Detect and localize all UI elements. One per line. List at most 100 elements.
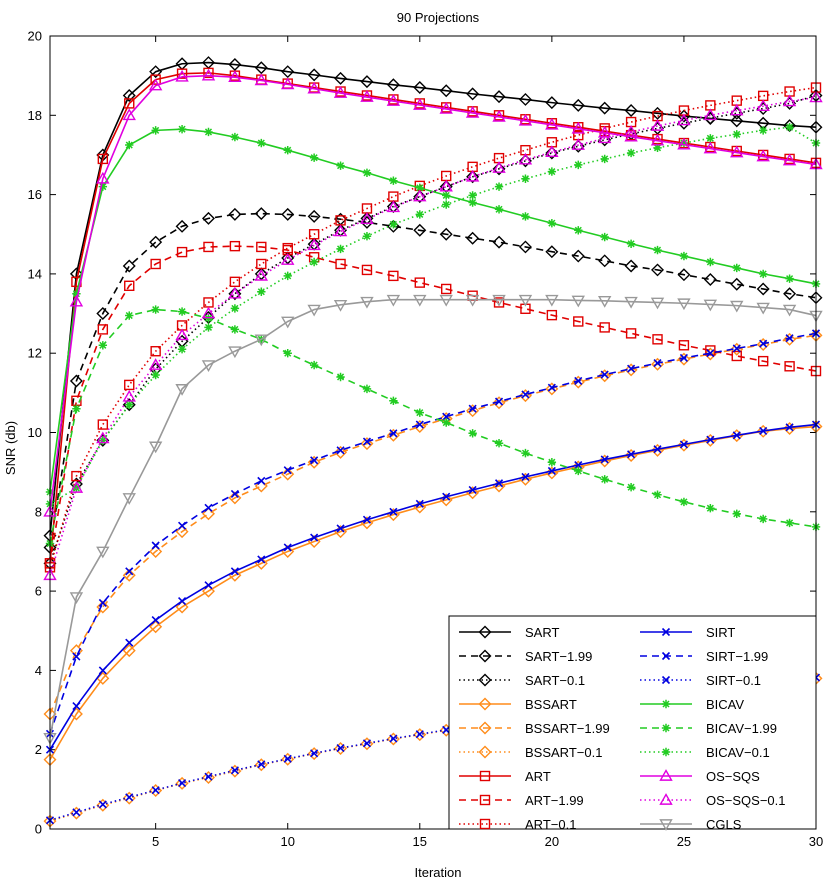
data-point (574, 376, 583, 386)
data-point (362, 515, 372, 524)
data-point (600, 455, 609, 464)
data-point (677, 268, 691, 282)
data-point (307, 209, 321, 223)
data-point (229, 240, 241, 252)
data-point (281, 207, 295, 221)
data-point (334, 742, 348, 756)
data-point (151, 370, 160, 380)
data-point (281, 65, 295, 79)
data-point (69, 592, 84, 604)
data-point (413, 189, 427, 202)
data-point (175, 600, 189, 614)
legend-marker (478, 673, 492, 687)
data-point (72, 808, 81, 817)
data-point (782, 153, 797, 166)
data-point (125, 793, 134, 802)
data-point (307, 304, 321, 317)
data-point (759, 426, 768, 435)
data-point (758, 269, 768, 279)
data-point (650, 297, 665, 310)
legend-entry-11: SIRT−1.99 (640, 649, 768, 664)
data-point (518, 152, 533, 165)
data-point (785, 122, 794, 132)
data-point (124, 280, 135, 291)
data-point (732, 130, 741, 139)
chart-title: 90 Projections (397, 10, 480, 25)
data-point (361, 264, 373, 276)
data-point (653, 359, 662, 368)
data-point (494, 479, 504, 488)
data-point (782, 304, 797, 317)
data-point (178, 521, 187, 530)
data-point (388, 270, 399, 282)
data-point (386, 294, 401, 307)
data-point (204, 503, 213, 512)
data-point (362, 384, 372, 394)
data-point (468, 485, 477, 495)
data-point (732, 344, 741, 353)
data-point (627, 364, 636, 373)
data-point (124, 379, 135, 391)
data-point (465, 106, 480, 118)
data-point (784, 361, 795, 372)
legend-entry-4: BSSART (459, 697, 577, 712)
data-point (254, 268, 269, 281)
data-point (706, 134, 715, 143)
data-point (257, 138, 266, 148)
data-point (257, 476, 266, 485)
data-point (307, 68, 321, 82)
legend-marker (661, 651, 671, 661)
legend-entry-14: BICAV−1.99 (640, 721, 777, 736)
data-point (785, 423, 794, 432)
data-point (465, 169, 480, 182)
legend-marker (661, 723, 671, 733)
data-point (281, 253, 295, 265)
data-point (389, 429, 398, 438)
data-point (626, 483, 636, 492)
data-point (492, 109, 506, 122)
data-point (653, 143, 662, 153)
data-point (703, 141, 718, 154)
data-point (283, 145, 292, 155)
data-point (360, 737, 374, 751)
data-point (492, 235, 506, 249)
data-point (545, 245, 559, 259)
plot-frame (49, 35, 817, 830)
data-point (439, 102, 453, 114)
data-point (151, 126, 160, 135)
legend-marker (478, 625, 492, 639)
data-point (96, 307, 110, 321)
legend-label: SART (525, 625, 559, 640)
data-point (97, 419, 109, 430)
data-point (442, 200, 451, 209)
data-point (413, 420, 427, 434)
legend-label: OS−SQS−0.1 (706, 793, 786, 808)
data-point (254, 334, 269, 347)
data-point (571, 138, 585, 150)
data-point (386, 428, 400, 442)
legend-marker (661, 627, 671, 637)
series-line (49, 298, 817, 738)
data-point (201, 507, 215, 521)
data-point (388, 191, 399, 202)
data-point (413, 223, 427, 237)
data-point (96, 600, 110, 614)
data-point (230, 489, 239, 499)
data-point (598, 101, 612, 115)
data-point (97, 324, 109, 335)
legend-marker (478, 745, 492, 759)
data-point (148, 78, 163, 91)
y-tick-label: 20 (28, 29, 42, 44)
data-point (360, 90, 374, 102)
data-point (574, 160, 583, 170)
data-point (730, 114, 744, 128)
legend-entry-3: SART−0.1 (459, 673, 585, 688)
data-point (336, 372, 345, 382)
data-point (653, 490, 662, 499)
data-point (759, 339, 768, 348)
series-10 (45, 420, 821, 754)
series-line (49, 334, 817, 715)
legend-label: ART (525, 769, 551, 784)
data-point (783, 332, 797, 346)
data-point (283, 349, 292, 358)
